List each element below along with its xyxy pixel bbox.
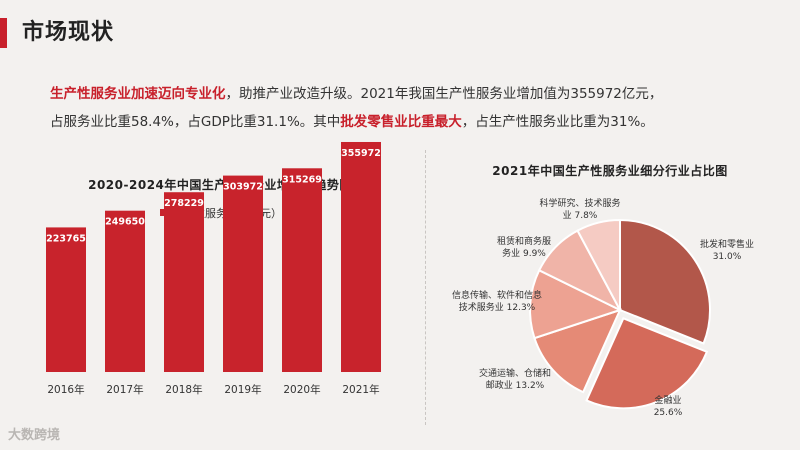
highlight-specialization: 生产性服务业加速迈向专业化	[50, 86, 226, 102]
pie-slice-label: 信息传输、软件和信息技术服务业 12.3%	[452, 289, 542, 313]
pie-label-line: 租赁和商务服	[497, 235, 551, 247]
description-line2-b: ，占生产性服务业比重为31%。	[461, 114, 654, 130]
x-tick-label: 2017年	[106, 383, 143, 396]
pie-slice-1	[585, 317, 709, 410]
watermark-logo: 大数跨境	[8, 428, 61, 443]
pie-label-line: 交通运输、仓储和	[479, 367, 551, 379]
pie-label-line: 务业 9.9%	[502, 247, 546, 259]
x-tick-label: 2021年	[342, 383, 379, 396]
bar-4	[282, 168, 322, 372]
pie-label-line: 技术服务业 12.3%	[459, 301, 536, 313]
pie-slice-label: 批发和零售业 31.0%	[700, 238, 754, 262]
legend-swatch	[160, 209, 167, 216]
x-tick-label: 2018年	[165, 383, 202, 396]
x-tick-label: 2016年	[47, 383, 84, 396]
x-tick-label: 2020年	[283, 383, 320, 396]
pie-label-line: 邮政业 13.2%	[486, 379, 545, 391]
pie-slice-label: 交通运输、仓储和邮政业 13.2%	[479, 367, 551, 391]
bar-1	[105, 210, 145, 372]
pie-slice-3	[529, 268, 623, 340]
section-divider	[425, 150, 426, 425]
pie-chart-title: 2021年中国生产性服务业细分行业占比图	[492, 164, 728, 178]
pie-slice-0	[619, 218, 711, 345]
pie-slice-label: 租赁和商务服务业 9.9%	[497, 235, 551, 259]
pie-slice-2	[533, 308, 622, 394]
pie-label-line: 批发和零售业	[700, 238, 754, 250]
bar-value-label: 315269	[282, 174, 322, 185]
pie-label-line: 31.0%	[713, 252, 742, 262]
pie-label-line: 信息传输、软件和信息	[452, 289, 542, 301]
pie-label-line: 金融业	[654, 394, 681, 406]
pie-label-line: 科学研究、技术服务	[539, 197, 620, 209]
pie-label-line: 业 7.8%	[563, 210, 598, 221]
page-title: 市场现状	[22, 20, 115, 45]
bar-value-label: 355972	[341, 148, 381, 159]
bar-value-label: 223765	[46, 233, 86, 244]
bar-value-label: 278229	[164, 198, 204, 209]
bar-2	[164, 192, 204, 372]
title-accent-bar	[0, 18, 7, 48]
market-description: 生产性服务业加速迈向专业化，助推产业改造升级。2021年我国生产性服务业增加值为…	[50, 80, 770, 136]
pie-slice-label: 金融业 25.6%	[654, 394, 683, 418]
highlight-wholesale: 批发零售业比重最大	[340, 114, 462, 130]
x-tick-label: 2019年	[224, 383, 261, 396]
bar-3	[223, 175, 263, 372]
pie-slice-5	[576, 218, 621, 311]
pie-label-line: 25.6%	[654, 408, 683, 418]
bar-value-label: 249650	[105, 217, 145, 228]
pie-slice-label: 科学研究、技术服务业 7.8%	[539, 197, 620, 221]
bar-0	[46, 227, 86, 372]
bar-5	[341, 141, 381, 372]
description-line2-a: 占服务业比重58.4%，占GDP比重31.1%。其中	[50, 114, 341, 130]
description-line1: ，助推产业改造升级。2021年我国生产性服务业增加值为355972亿元，	[225, 86, 663, 102]
bar-value-label: 303972	[223, 182, 263, 193]
